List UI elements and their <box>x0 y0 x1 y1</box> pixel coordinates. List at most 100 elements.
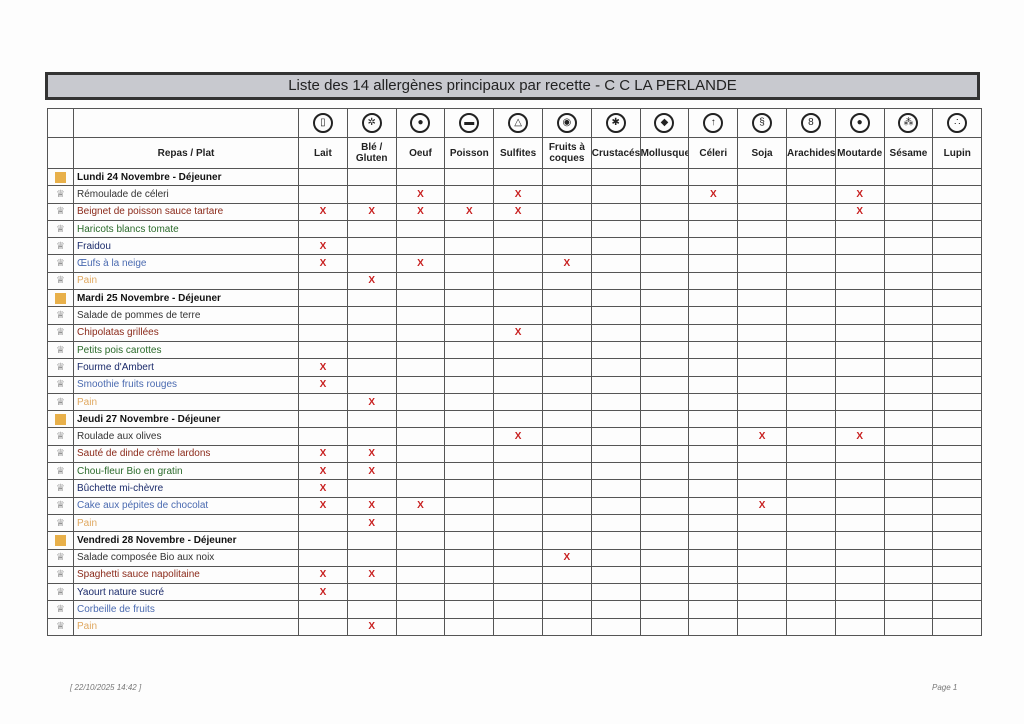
empty-cell <box>541 531 592 550</box>
empty-cell <box>883 237 934 256</box>
allergen-mark: X <box>346 513 397 533</box>
empty-cell <box>688 565 739 585</box>
mustard-icon: ● <box>849 113 870 133</box>
empty-cell <box>883 202 934 221</box>
soy-icon: § <box>752 113 773 133</box>
empty-cell <box>785 289 836 308</box>
empty-cell <box>834 375 885 394</box>
empty-cell <box>883 306 934 325</box>
empty-cell <box>541 202 592 221</box>
empty-cell <box>883 289 934 308</box>
dish-row: ♕ Fourme d'Ambert X <box>47 358 983 377</box>
empty-cell <box>590 289 641 308</box>
empty-cell <box>785 427 836 446</box>
empty-cell <box>639 340 690 360</box>
chef-hat-icon: ♕ <box>56 379 65 391</box>
allergen-mark: X <box>298 479 348 498</box>
empty-cell <box>395 271 446 291</box>
empty-cell <box>932 340 983 360</box>
dish-row: ♕ Sauté de dinde crème lardons X X <box>47 444 983 464</box>
empty-cell <box>639 462 690 481</box>
empty-cell <box>688 254 739 273</box>
dish-row: ♕ Pain X <box>47 617 983 637</box>
empty-cell <box>493 237 543 256</box>
empty-cell <box>737 340 787 360</box>
empty-cell <box>932 531 983 550</box>
dish-name: Salade composée Bio aux noix <box>73 548 299 567</box>
chef-hat-icon: ♕ <box>56 258 65 270</box>
empty-cell <box>688 531 739 550</box>
empty-cell <box>493 219 543 239</box>
header-allergen: Fruits à coques <box>541 137 592 169</box>
empty-cell <box>395 323 446 342</box>
empty-cell <box>444 531 495 550</box>
empty-cell <box>444 375 495 394</box>
empty-cell <box>444 600 495 619</box>
empty-cell <box>590 565 641 585</box>
egg-icon: ● <box>410 113 431 133</box>
empty-cell <box>639 444 690 464</box>
empty-cell <box>541 427 592 446</box>
empty-cell <box>688 444 739 464</box>
empty-cell <box>444 237 495 256</box>
empty-cell <box>395 531 446 550</box>
chef-hat-icon: ♕ <box>56 275 65 287</box>
wheat-icon: ✲ <box>361 113 382 133</box>
dish-row: ♕ Roulade aux olives X X X <box>47 427 983 446</box>
dish-row: ♕ Salade composée Bio aux noix X <box>47 548 983 567</box>
empty-cell <box>298 271 348 291</box>
empty-cell <box>395 444 446 464</box>
empty-cell <box>298 323 348 342</box>
chef-hat-icon: ♕ <box>56 586 65 598</box>
header-allergen: Blé / Gluten <box>346 137 397 169</box>
empty-cell <box>298 185 348 204</box>
empty-cell <box>395 219 446 239</box>
day-row: Mardi 25 Novembre - Déjeuner <box>47 289 983 308</box>
sesame-icon: ⁂ <box>898 113 919 133</box>
empty-cell <box>785 600 836 619</box>
chef-hat-icon: ♕ <box>56 431 65 443</box>
empty-cell <box>737 271 787 291</box>
empty-cell <box>541 375 592 394</box>
empty-cell <box>883 600 934 619</box>
empty-cell <box>541 271 592 291</box>
empty-cell <box>444 479 495 498</box>
empty-cell <box>834 271 885 291</box>
chef-hat-icon: ♕ <box>56 621 65 633</box>
empty-cell <box>493 271 543 291</box>
empty-cell <box>639 531 690 550</box>
empty-cell <box>883 531 934 550</box>
fish-icon: ▬ <box>459 113 480 133</box>
empty-cell <box>737 289 787 308</box>
empty-cell <box>688 323 739 342</box>
day-label: Mardi 25 Novembre - Déjeuner <box>73 289 299 308</box>
allergen-mark: X <box>395 202 446 221</box>
empty-cell <box>785 306 836 325</box>
empty-cell <box>834 167 885 187</box>
day-marker-icon <box>55 171 66 183</box>
empty-cell <box>493 358 543 377</box>
empty-cell <box>932 392 983 412</box>
empty-cell <box>639 167 690 187</box>
empty-cell <box>541 583 592 602</box>
empty-cell <box>932 271 983 291</box>
dish-name: Roulade aux olives <box>73 427 299 446</box>
empty-cell <box>346 358 397 377</box>
empty-cell <box>785 323 836 342</box>
empty-cell <box>737 254 787 273</box>
crab-icon: ✱ <box>605 113 626 133</box>
empty-cell <box>346 479 397 498</box>
empty-cell <box>639 392 690 412</box>
empty-cell <box>541 167 592 187</box>
empty-cell <box>541 410 592 429</box>
empty-cell <box>493 531 543 550</box>
empty-cell <box>883 479 934 498</box>
empty-cell <box>541 617 592 637</box>
empty-cell <box>883 167 934 187</box>
empty-cell <box>639 565 690 585</box>
allergen-mark: X <box>346 271 397 291</box>
day-row: Jeudi 27 Novembre - Déjeuner <box>47 410 983 429</box>
header-allergen: Poisson <box>444 137 495 169</box>
dish-name: Salade de pommes de terre <box>73 306 299 325</box>
empty-cell <box>639 271 690 291</box>
